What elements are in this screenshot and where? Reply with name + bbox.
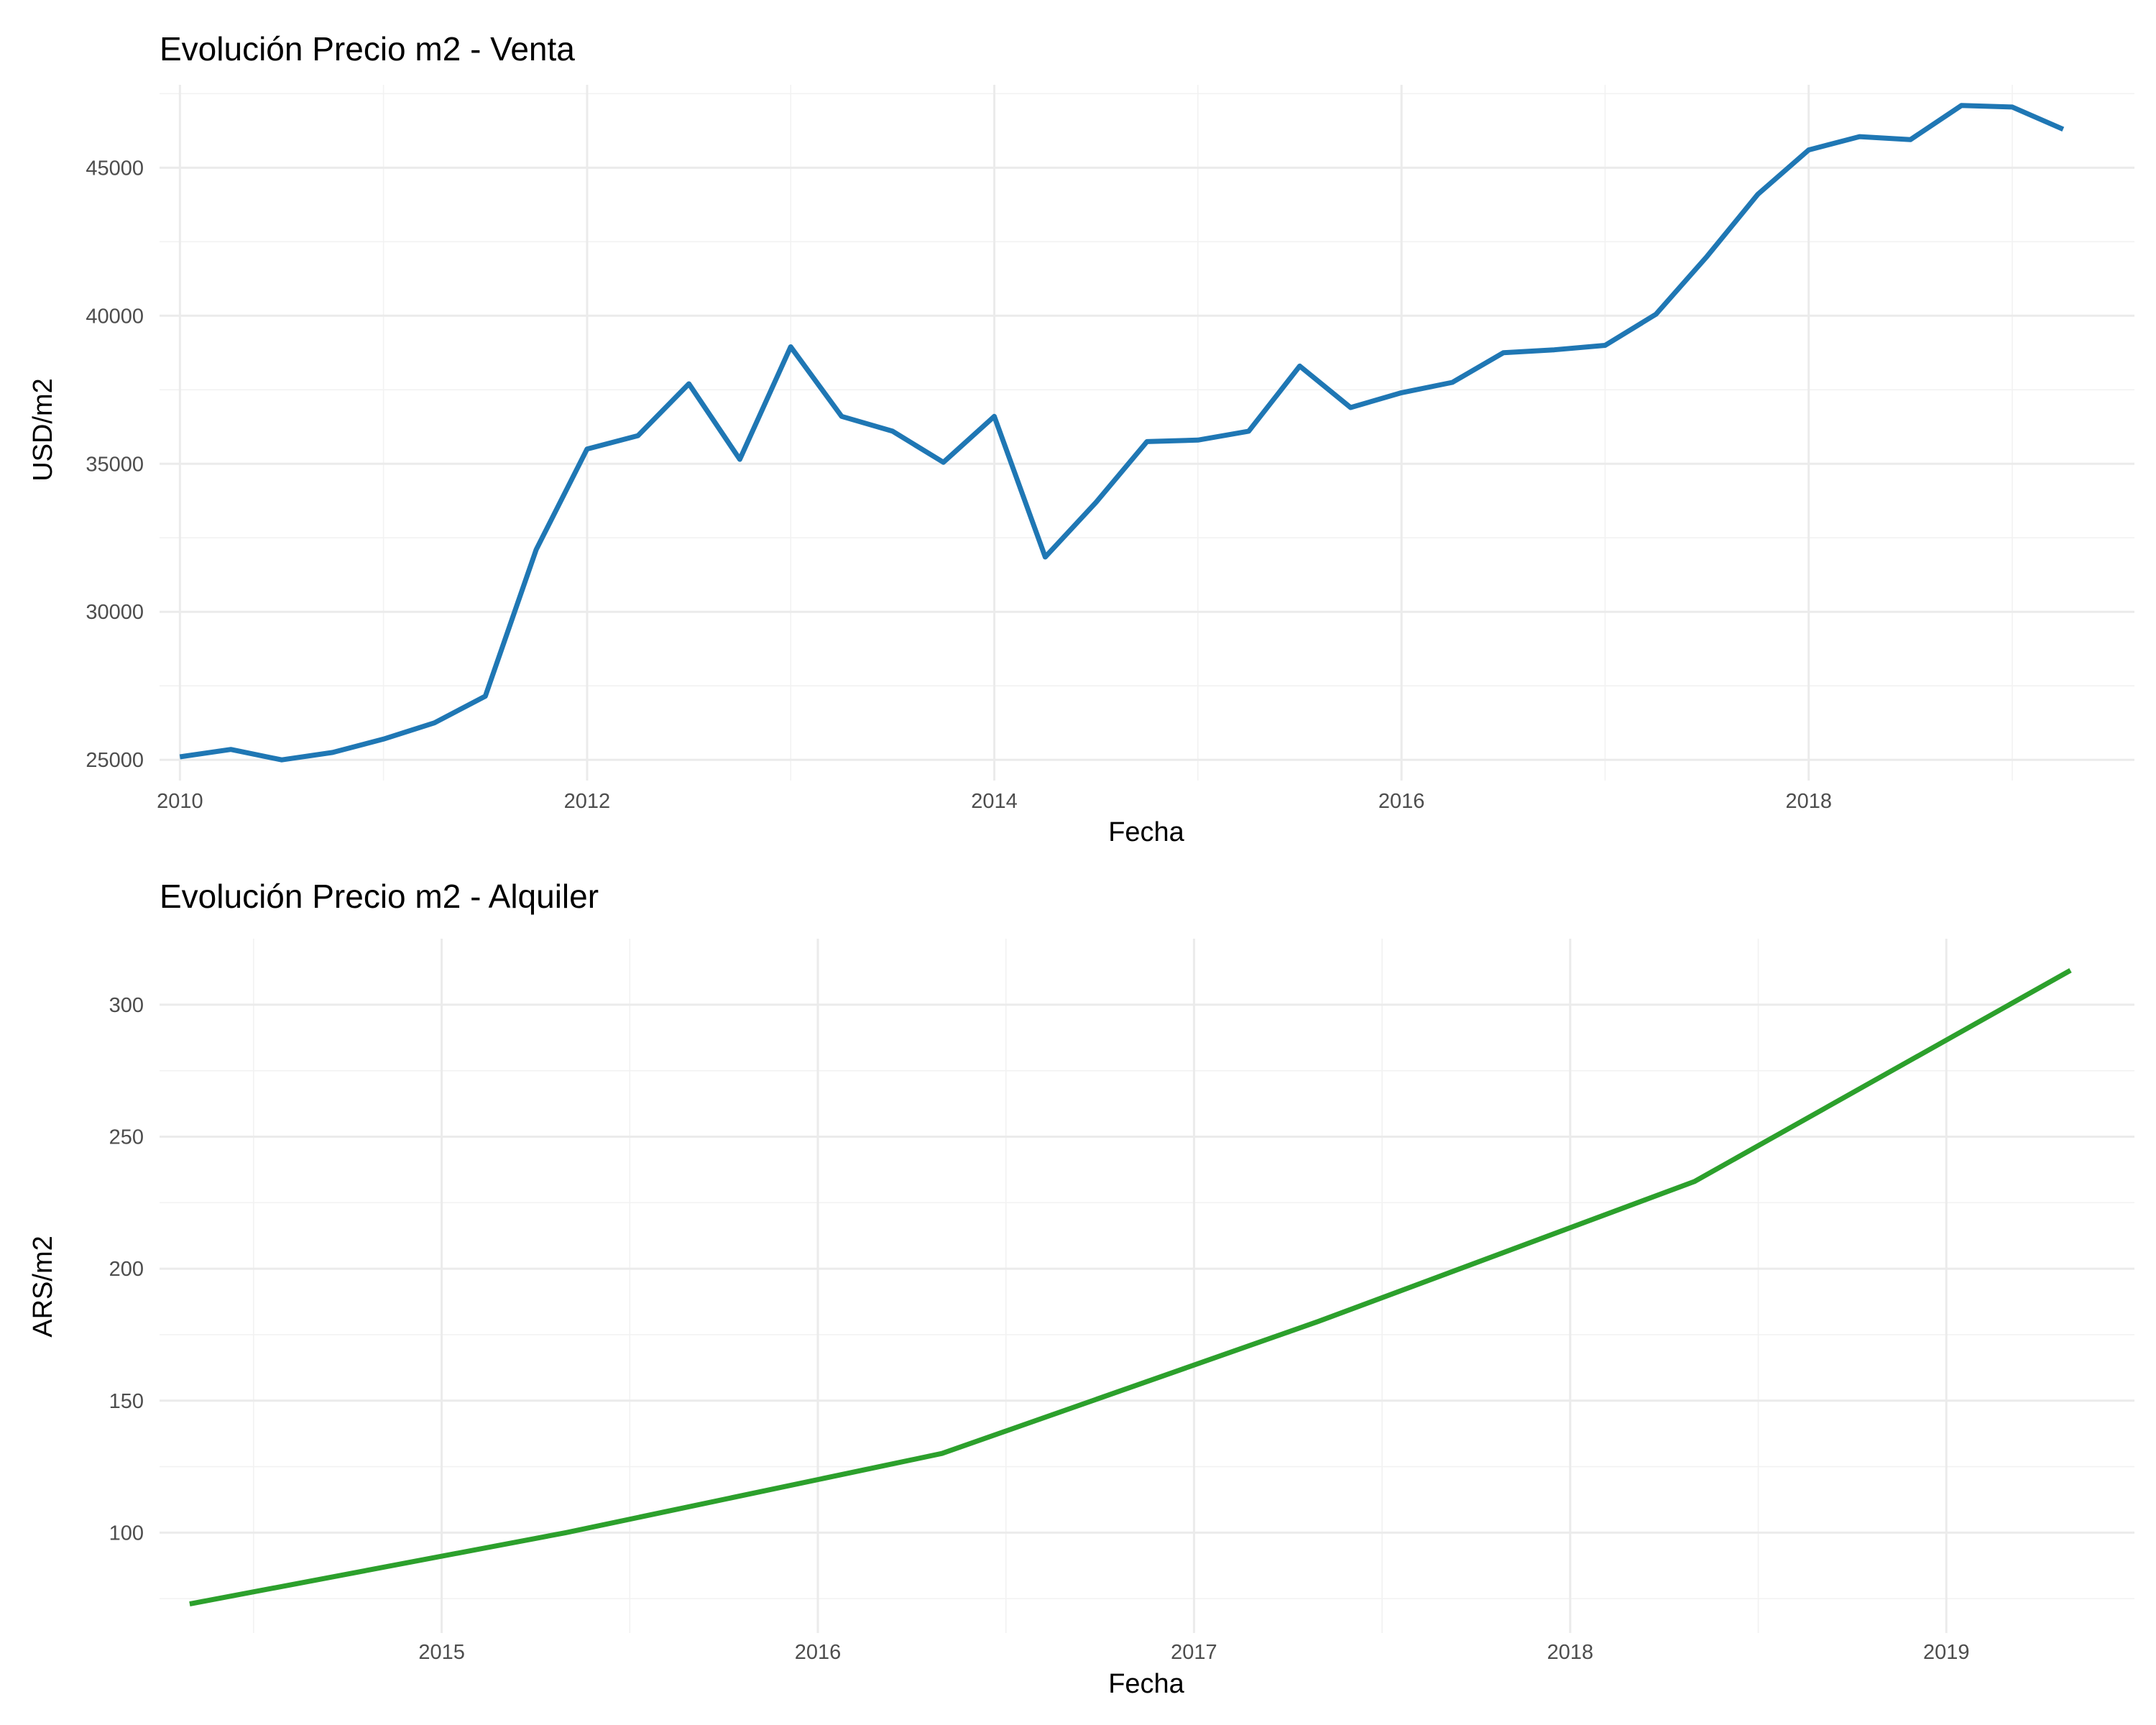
series-line xyxy=(189,968,2072,1607)
alquiler-series xyxy=(189,968,2072,1607)
venta-x-axis-title: Fecha xyxy=(1108,817,1184,847)
alquiler-x-axis-title: Fecha xyxy=(1108,1669,1184,1699)
alquiler-y-axis-title: ARS/m2 xyxy=(28,1236,58,1337)
venta-x-tick-labels: 2010 2012 2014 2016 2018 xyxy=(157,790,1832,813)
x-tick-label: 2014 xyxy=(971,790,1018,813)
alquiler-chart-title: Evolución Precio m2 - Alquiler xyxy=(160,878,599,915)
alquiler-chart: Evolución Precio m2 - Alquiler 2015 2016 2… xyxy=(28,878,2134,1699)
y-tick-label: 35000 xyxy=(86,453,144,476)
venta-y-tick-labels: 25000 30000 35000 40000 45000 xyxy=(86,157,144,772)
series-line xyxy=(179,103,2065,763)
y-tick-label: 150 xyxy=(109,1390,144,1413)
y-tick-label: 25000 xyxy=(86,749,144,772)
x-tick-label: 2016 xyxy=(795,1641,842,1664)
y-tick-label: 100 xyxy=(109,1522,144,1545)
venta-chart: Evolución Precio m2 - Venta 2010 2012 2014… xyxy=(28,30,2134,847)
y-tick-label: 45000 xyxy=(86,157,144,180)
y-tick-label: 40000 xyxy=(86,305,144,328)
venta-chart-title: Evolución Precio m2 - Venta xyxy=(160,30,575,68)
venta-gridlines xyxy=(160,85,2134,781)
x-tick-label: 2017 xyxy=(1171,1641,1217,1664)
x-tick-label: 2018 xyxy=(1785,790,1832,813)
y-tick-label: 30000 xyxy=(86,601,144,624)
x-tick-label: 2010 xyxy=(157,790,203,813)
alquiler-y-tick-labels: 100 150 200 250 300 xyxy=(109,994,144,1545)
alquiler-gridlines xyxy=(160,939,2134,1633)
x-tick-label: 2012 xyxy=(564,790,611,813)
x-tick-label: 2016 xyxy=(1378,790,1425,813)
y-tick-label: 250 xyxy=(109,1126,144,1149)
y-tick-label: 200 xyxy=(109,1258,144,1281)
alquiler-x-tick-labels: 2015 2016 2017 2018 2019 xyxy=(418,1641,1969,1664)
x-tick-label: 2019 xyxy=(1923,1641,1970,1664)
venta-y-axis-title: USD/m2 xyxy=(28,378,58,482)
y-tick-label: 300 xyxy=(109,994,144,1017)
venta-series xyxy=(179,103,2065,763)
x-tick-label: 2018 xyxy=(1547,1641,1594,1664)
x-tick-label: 2015 xyxy=(418,1641,465,1664)
